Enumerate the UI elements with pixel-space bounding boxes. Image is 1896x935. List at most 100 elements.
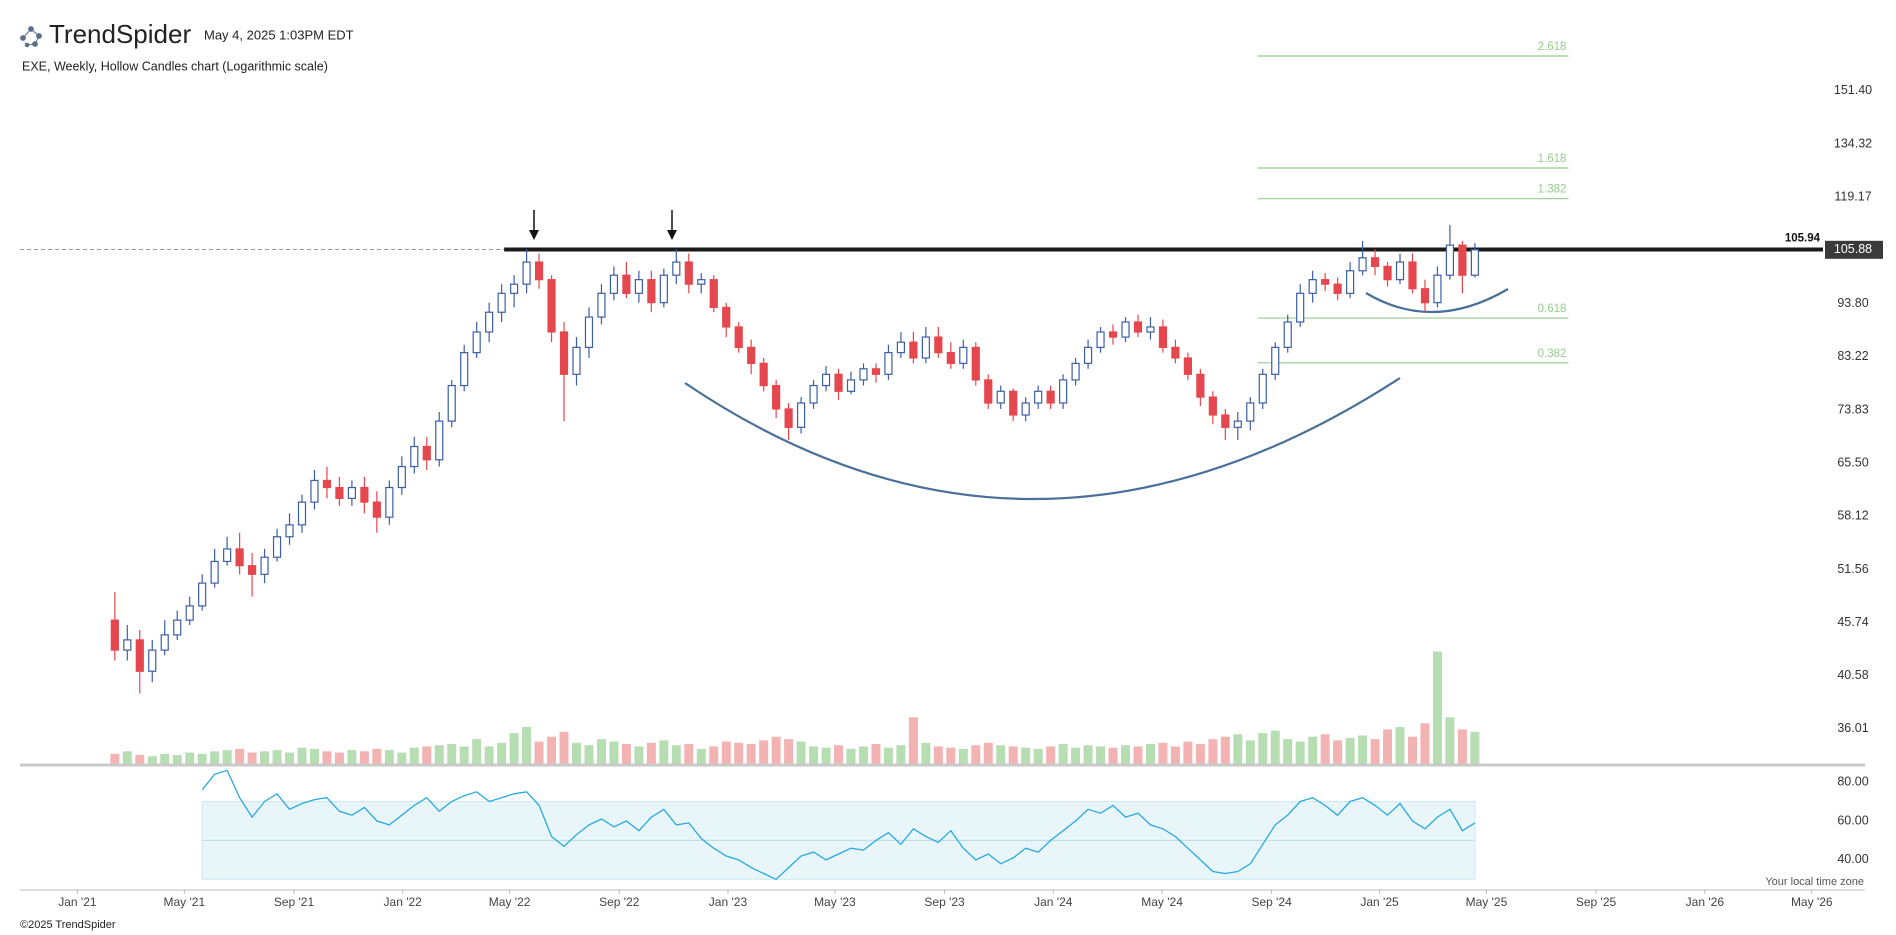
volume-bar: [397, 752, 407, 764]
volume-bar: [309, 748, 319, 764]
candle-body: [223, 548, 232, 563]
volume-bar: [372, 748, 382, 764]
candle-body: [959, 346, 968, 364]
volume-bar: [322, 751, 332, 764]
candle-body: [559, 331, 569, 375]
volume-bar: [621, 744, 631, 764]
x-tick-label: Jan '25: [1360, 895, 1399, 909]
candle-body: [247, 565, 257, 575]
candle-body: [896, 341, 906, 354]
volume-bar: [933, 746, 943, 764]
candle-body: [809, 384, 818, 404]
candle-body: [1308, 279, 1317, 294]
candle-body: [821, 373, 831, 387]
candle-body: [472, 331, 481, 354]
candle-body: [1146, 326, 1155, 333]
volume-bar: [509, 733, 519, 764]
fib-label: 1.618: [1538, 153, 1567, 165]
volume-bar: [1233, 734, 1243, 764]
x-tick-label: Sep '21: [274, 895, 315, 909]
volume-bar: [646, 742, 656, 764]
y-tick-label: 45.74: [1837, 615, 1868, 629]
volume-bar: [671, 745, 681, 764]
candle-body: [622, 274, 631, 294]
candle-body: [996, 390, 1005, 404]
candle-body: [285, 524, 294, 538]
volume-bar: [908, 717, 918, 764]
volume-bar: [1295, 741, 1305, 764]
candle-body: [1408, 261, 1417, 290]
volume-bar: [1083, 745, 1093, 764]
candle-body: [1283, 321, 1292, 348]
volume-bar: [858, 746, 868, 764]
volume-bar: [559, 731, 569, 764]
candle-body: [1108, 331, 1118, 338]
volume-bar: [659, 740, 669, 764]
candle-body: [1458, 244, 1467, 276]
volume-bar: [347, 750, 357, 764]
candle-body: [1034, 390, 1043, 404]
rsi-line: [201, 769, 1476, 881]
candle-body: [659, 274, 668, 304]
volume-bar: [409, 747, 419, 764]
fib-label: 2.618: [1538, 41, 1567, 53]
candle-body: [1171, 346, 1180, 359]
fib-label: 0.382: [1538, 348, 1567, 360]
candle-body: [1321, 279, 1330, 285]
candle-body: [672, 261, 681, 276]
volume-bar: [272, 750, 282, 764]
volume-bar: [384, 750, 394, 764]
candle-body: [1158, 326, 1168, 348]
chart-title: EXE, Weekly, Hollow Candles chart (Logar…: [22, 59, 328, 73]
candle-body: [372, 501, 381, 518]
volume-bar: [434, 745, 444, 764]
candle-body: [722, 306, 731, 328]
x-tick-label: Jan '23: [709, 895, 748, 909]
candle-body: [435, 420, 444, 461]
volume-bar: [846, 748, 856, 764]
volume-bar: [983, 742, 993, 764]
volume-bar: [222, 750, 232, 764]
y-tick-label: 36.01: [1837, 721, 1868, 735]
fib-label: 0.618: [1538, 303, 1567, 315]
volume-bar: [734, 742, 744, 764]
candle-body: [734, 326, 743, 348]
volume-bar: [185, 752, 195, 764]
volume-bar: [447, 744, 457, 764]
volume-bar: [359, 751, 369, 764]
volume-bar: [921, 742, 931, 764]
candle-body: [260, 556, 269, 575]
volume-bar: [759, 740, 769, 764]
volume-bar: [834, 745, 844, 764]
candle-body: [884, 352, 893, 375]
volume-bar: [1170, 746, 1180, 764]
candle-body: [1470, 249, 1479, 276]
volume-bar: [1370, 739, 1380, 764]
candle-body: [697, 279, 706, 285]
volume-bar: [684, 744, 694, 764]
logo-icon: [20, 26, 42, 48]
volume-bar: [1145, 744, 1155, 764]
candle-body: [934, 336, 943, 354]
candle-body: [1046, 390, 1055, 404]
candle-body: [485, 311, 494, 333]
volume-bar: [696, 748, 706, 764]
volume-bar: [1320, 734, 1330, 764]
candle-body: [510, 283, 519, 294]
candle-body: [909, 341, 918, 359]
candle-body: [1121, 321, 1130, 338]
y-tick-label: 58.12: [1837, 509, 1868, 523]
candle-body: [597, 292, 606, 318]
candle-body: [422, 445, 431, 461]
candle-body: [335, 486, 344, 500]
candle-body: [1346, 270, 1355, 294]
candle-body: [1445, 244, 1455, 276]
volume-bar: [297, 747, 307, 764]
volume-bar: [1358, 735, 1368, 764]
candle-body: [1221, 414, 1230, 428]
x-tick-label: May '24: [1141, 895, 1183, 909]
candle-body: [160, 634, 169, 651]
candle-body: [1208, 396, 1217, 416]
volume-bar: [285, 752, 295, 764]
